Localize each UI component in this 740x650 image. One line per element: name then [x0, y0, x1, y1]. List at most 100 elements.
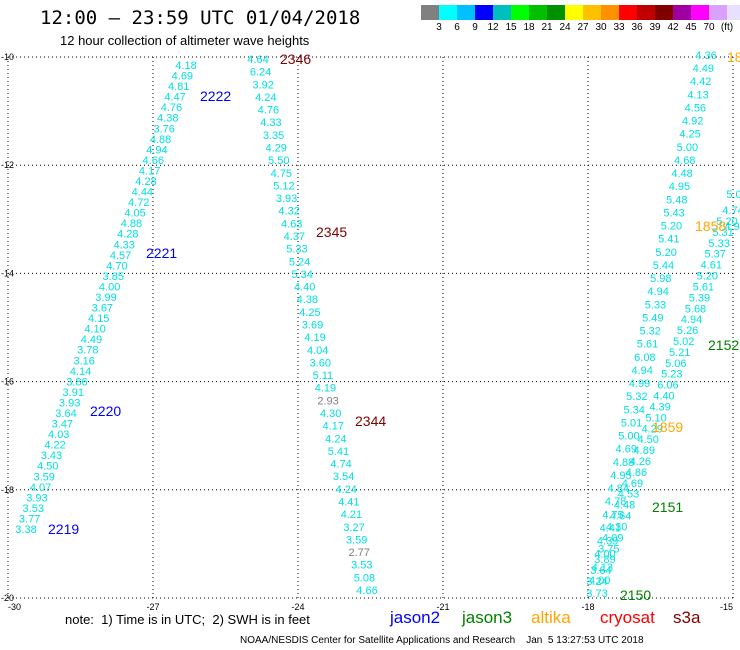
- pass-number-label: 2346: [280, 51, 311, 67]
- legend-s3a: s3a: [673, 608, 701, 627]
- swh-value: 5.44: [653, 260, 674, 272]
- swh-value: 5.50: [268, 155, 289, 167]
- legend-altika: altika: [531, 608, 571, 627]
- swh-value: 3.60: [310, 357, 331, 369]
- swh-value: 3.99: [95, 292, 116, 304]
- swh-value: 4.86: [626, 467, 647, 479]
- swh-value: 4.88: [121, 218, 142, 230]
- footer-note: note: 1) Time is in UTC; 2) SWH is in fe…: [65, 612, 310, 627]
- swh-value: 5.21: [669, 347, 690, 359]
- legend-label: 3: [436, 22, 442, 33]
- latitude-label: -18: [1, 485, 14, 495]
- swh-value: 4.9: [724, 221, 739, 233]
- swh-value: 5.12: [273, 180, 294, 192]
- legend-label: 70: [703, 22, 715, 33]
- latitude-label: -20: [1, 593, 14, 603]
- swh-value: 3.59: [346, 534, 367, 546]
- legend-swatch: [439, 5, 457, 20]
- legend-swatch: [601, 5, 619, 20]
- swh-value: 3.69: [302, 320, 323, 332]
- swh-value: 5.31: [712, 227, 733, 239]
- swh-value: 4.63: [281, 218, 302, 230]
- swh-value: 4.39: [649, 401, 670, 413]
- legend-label: 21: [541, 22, 553, 33]
- legend-swatch: [583, 5, 601, 20]
- pass-number-label: 2152: [708, 337, 739, 353]
- swh-value: 3.47: [52, 419, 73, 431]
- swh-value: 5.32: [626, 391, 647, 403]
- swh-value: 4.24: [325, 433, 346, 445]
- swh-value: 5.39: [689, 292, 710, 304]
- swh-value: 4.53: [618, 489, 639, 501]
- swh-value: 4.00: [99, 281, 120, 293]
- swh-value: 5.43: [663, 207, 684, 219]
- swh-value: 4.32: [278, 206, 299, 218]
- swh-value: 4.38: [297, 294, 318, 306]
- swh-value: 4.13: [592, 562, 613, 574]
- swh-value: 4.95: [669, 181, 690, 193]
- swh-value: 4.19: [315, 383, 336, 395]
- swh-value: 4.50: [638, 434, 659, 446]
- swh-value: 4.81: [168, 81, 189, 93]
- swh-value: 4.57: [110, 250, 131, 262]
- pass-number-label: 1859: [652, 419, 683, 435]
- swh-value: 4.40: [653, 391, 674, 403]
- swh-value: 3.24: [586, 576, 607, 588]
- swh-value: 5.20: [661, 221, 682, 233]
- swh-value: 4.94: [681, 314, 702, 326]
- swh-value: 4.33: [260, 117, 281, 129]
- swh-value: 4.56: [685, 102, 706, 114]
- swh-value: 4.88: [613, 457, 634, 469]
- swh-value: 4.42: [690, 76, 711, 88]
- legend-swatch: [619, 5, 637, 20]
- swh-value: 5.33: [645, 299, 666, 311]
- swh-value: 3.91: [63, 387, 84, 399]
- longitude-label: -30: [8, 602, 21, 612]
- legend-label: 39: [649, 22, 661, 33]
- swh-value: 5.41: [328, 446, 349, 458]
- legend-cryosat: cryosat: [600, 608, 655, 627]
- swh-value: 4.75: [271, 168, 292, 180]
- swh-value: 3.64: [590, 565, 611, 577]
- swh-value: 4.21: [341, 509, 362, 521]
- legend-label: 36: [631, 22, 643, 33]
- legend-jason3: jason3: [462, 608, 513, 627]
- swh-value: 4.84: [608, 483, 629, 495]
- swh-value: 4.74: [330, 459, 351, 471]
- swh-value: 3.93: [276, 193, 297, 205]
- legend-swatch: [457, 5, 475, 20]
- swh-value: 5.26: [677, 325, 698, 337]
- pass-labels: 2346 2222 2345 2221 2220 2344 2219 1858 2152 1859…: [48, 49, 740, 603]
- swh-value: 4.94: [647, 286, 668, 298]
- swh-value: 5.61: [637, 339, 658, 351]
- latitude-label: -12: [1, 160, 14, 170]
- swh-value: 4.41: [600, 522, 621, 534]
- longitude-label: -27: [146, 602, 159, 612]
- pass-number-label: 2150: [620, 587, 651, 603]
- swh-value: 3.38: [15, 524, 36, 536]
- swh-value: 4.19: [304, 332, 325, 344]
- swh-value: 5.11: [313, 370, 334, 382]
- swh-value: 4.64: [610, 511, 631, 523]
- latitude-label: -14: [1, 268, 14, 278]
- swh-value: 5.49: [642, 312, 663, 324]
- swh-value: 5.20: [697, 271, 718, 283]
- swh-value: 3.54: [333, 471, 354, 483]
- swh-value: 3.59: [33, 471, 54, 483]
- legend-label: 24: [559, 22, 571, 33]
- swh-value: 4.48: [671, 168, 692, 180]
- swh-value: 4.39: [597, 536, 618, 548]
- swh-value: 4.66: [356, 585, 377, 597]
- legend-label: 6: [454, 22, 460, 33]
- pass-number-label: 2345: [316, 224, 347, 240]
- pass-number-label: 2221: [146, 245, 177, 261]
- axis-labels: -30 -27 -24 -21 -18 -15 -10 -12 -14 -16 -18 -20: [1, 52, 733, 612]
- swh-value: 4.28: [135, 176, 156, 188]
- swh-value: 4.69: [622, 478, 643, 490]
- map-title: 12:00 – 23:59 UTC 01/04/2018: [40, 7, 361, 29]
- swh-value: 5.37: [704, 249, 725, 261]
- legend-swatch: [529, 5, 547, 20]
- legend-label: 18: [523, 22, 535, 33]
- longitude-label: -18: [581, 602, 594, 612]
